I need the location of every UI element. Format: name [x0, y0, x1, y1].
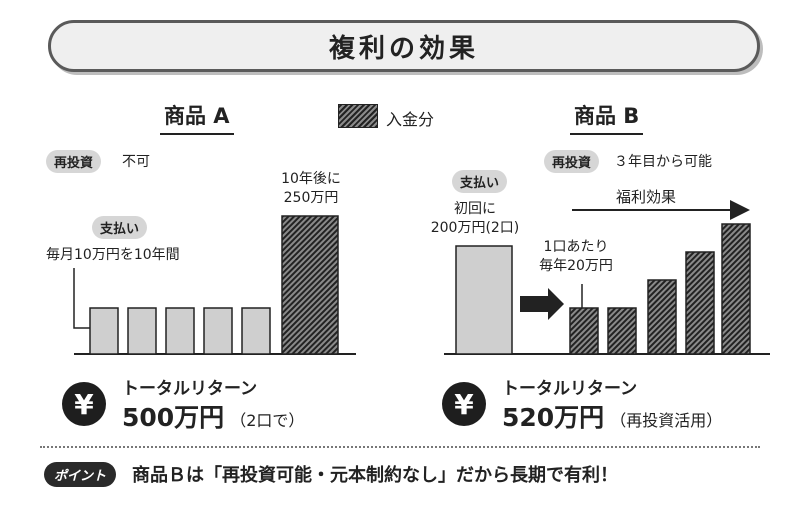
panel-b-per-unit-label: 1口あたり 毎年20万円	[528, 238, 624, 276]
legend-label: 入金分	[386, 110, 435, 129]
panel-b-reinvest-badge: 再投資	[544, 150, 600, 173]
panel-b-total-label: トータルリターン	[502, 379, 638, 399]
panel-b-initial-label: 初回に 200万円(2口)	[420, 200, 530, 238]
panel-a-total-value: 500万円	[122, 403, 225, 432]
panel-b-arrow	[520, 288, 564, 320]
figure-title: 複利の効果	[48, 20, 760, 72]
panel-a-bar-1	[89, 307, 119, 355]
panel-a-result-line2: 250万円	[283, 190, 339, 206]
panel-b-per-unit-line2: 毎年20万円	[539, 258, 613, 274]
point-text: 商品Ｂは「再投資可能・元本制約なし」だから長期で有利！	[132, 465, 618, 486]
panel-b-total-value: 520万円	[502, 403, 605, 432]
panel-a-yen-icon: ¥	[62, 382, 106, 426]
panel-a-result-line1: 10年後に	[281, 171, 341, 187]
panel-a-bar-3	[165, 307, 195, 355]
panel-b-initial-line1: 初回に	[454, 201, 496, 217]
panel-a-title: 商品 A	[160, 100, 234, 135]
panel-b-bar-year-5	[721, 223, 751, 355]
panel-a-total: 500万円 （2口で）	[122, 398, 304, 434]
panel-b-bar-year-2	[607, 307, 637, 355]
panel-a-payment-badge: 支払い	[92, 216, 148, 239]
panel-b-total: 520万円 （再投資活用）	[502, 398, 722, 434]
point-divider	[40, 446, 760, 448]
panel-b-compound-label: 福利効果	[616, 188, 677, 206]
panel-b-bar-year-4	[685, 251, 715, 355]
panel-b-payment-badge: 支払い	[452, 170, 508, 193]
panel-a-total-label: トータルリターン	[122, 379, 258, 399]
point-badge: ポイント	[44, 462, 117, 487]
panel-a-payment-leader	[73, 268, 92, 329]
panel-a-bar-2	[127, 307, 157, 355]
panel-b-title: 商品 B	[570, 100, 644, 135]
panel-a-payment-text: 毎月10万円を10年間	[46, 247, 180, 263]
panel-a-total-note: （2口で）	[230, 411, 305, 430]
legend-swatch-hatched	[338, 104, 378, 128]
panel-b-bar-year-1	[569, 307, 599, 355]
panel-a-reinvest-badge: 再投資	[46, 150, 102, 173]
panel-b-bar-year-3	[647, 279, 677, 355]
panel-a-result-label: 10年後に 250万円	[266, 170, 356, 208]
panel-b-bar-initial	[455, 245, 513, 355]
panel-b-per-unit-line1: 1口あたり	[543, 239, 609, 255]
panel-b-yen-icon: ¥	[442, 382, 486, 426]
panel-b-initial-line2: 200万円(2口)	[430, 220, 520, 236]
panel-a-bar-result	[281, 215, 339, 355]
panel-a-reinvest-text: 不可	[122, 154, 150, 170]
panel-a-bar-5	[241, 307, 271, 355]
panel-b-reinvest-text: ３年目から可能	[614, 154, 712, 170]
panel-b-total-note: （再投資活用）	[610, 411, 723, 430]
panel-a-bar-4	[203, 307, 233, 355]
